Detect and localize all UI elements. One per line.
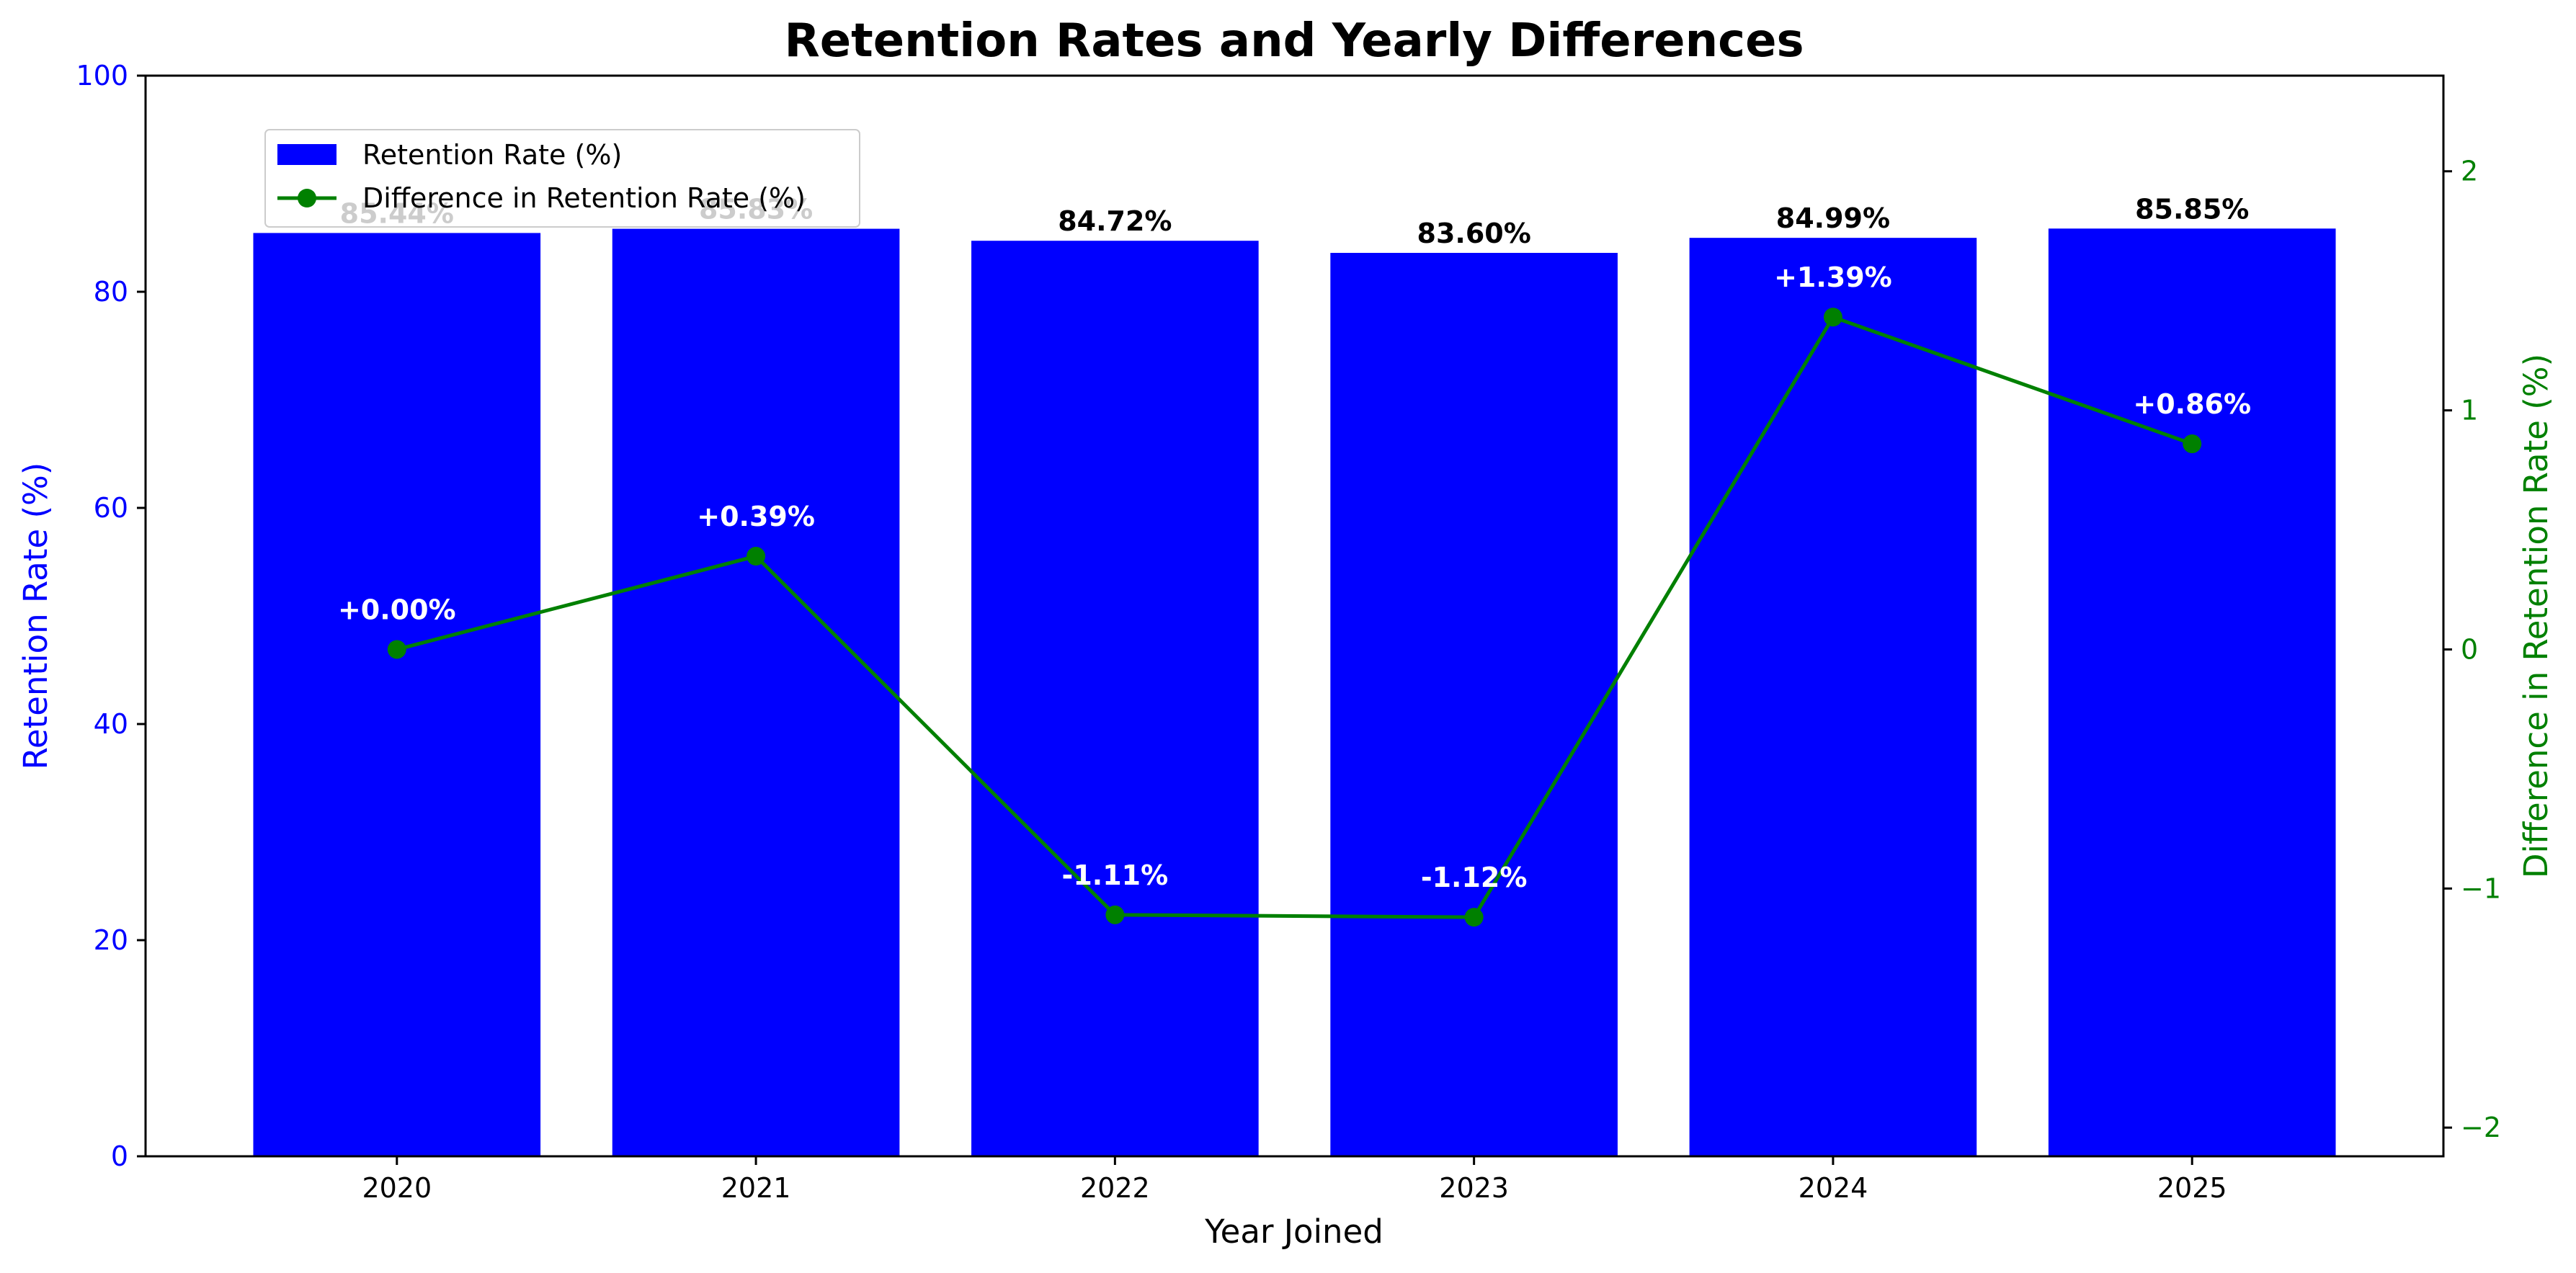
difference-value-label-2022: -1.11% <box>1062 859 1169 891</box>
legend-swatch-difference-marker <box>298 189 316 207</box>
x-tick-label-2021: 2021 <box>721 1172 791 1204</box>
difference-line <box>396 315 2193 919</box>
y-tick-label: 20 <box>94 924 128 956</box>
bar-2024 <box>1689 238 1977 1156</box>
line-layer <box>387 308 2202 927</box>
x-tick-label-2023: 2023 <box>1439 1172 1509 1204</box>
y-tick-label: 80 <box>94 276 128 308</box>
bar-2021 <box>612 228 900 1156</box>
y-tick-label: 60 <box>94 492 128 524</box>
y-tick-label: 100 <box>76 60 128 91</box>
difference-point-2025 <box>2183 434 2202 454</box>
difference-value-label-2023: -1.12% <box>1421 862 1528 893</box>
y2-axis-label: Difference in Retention Rate (%) <box>2517 354 2555 878</box>
bar-value-label-2023: 83.60% <box>1417 218 1531 249</box>
bar-value-label-2024: 84.99% <box>1776 202 1890 234</box>
y-axis-label: Retention Rate (%) <box>17 463 55 770</box>
legend: Retention Rate (%) Difference in Retenti… <box>264 129 860 228</box>
left-axis-ticks: 0 20 40 60 80 100 <box>76 60 146 1172</box>
legend-box <box>264 129 860 228</box>
right-axis-ticks: −2 −1 0 1 2 <box>2443 156 2501 1143</box>
bar-2025 <box>2048 228 2336 1156</box>
bar-value-label-2022: 84.72% <box>1058 205 1172 237</box>
difference-point-2023 <box>1464 908 1484 927</box>
difference-point-2020 <box>387 640 406 659</box>
y2-tick-label: 2 <box>2461 156 2478 187</box>
legend-swatch-retention <box>277 144 337 165</box>
y2-tick-label: 1 <box>2461 395 2478 426</box>
difference-value-label-2020: +0.00% <box>338 594 456 625</box>
y2-tick-label: −2 <box>2461 1112 2501 1143</box>
difference-value-label-2025: +0.86% <box>2133 388 2251 420</box>
x-axis-ticks: 2020 2021 2022 2023 2024 2025 <box>362 1156 2227 1204</box>
difference-value-label-2021: +0.39% <box>697 501 815 532</box>
x-tick-label-2024: 2024 <box>1799 1172 1868 1204</box>
legend-label-difference: Difference in Retention Rate (%) <box>362 182 806 214</box>
chart-title: Retention Rates and Yearly Differences <box>784 14 1804 68</box>
y-tick-label: 40 <box>94 708 128 740</box>
y2-tick-label: 0 <box>2461 633 2478 665</box>
difference-value-label-2024: +1.39% <box>1774 262 1892 293</box>
bar-2020 <box>253 233 541 1156</box>
x-tick-label-2022: 2022 <box>1080 1172 1150 1204</box>
legend-label-retention: Retention Rate (%) <box>362 139 622 171</box>
y-tick-label: 0 <box>111 1140 128 1172</box>
difference-point-2021 <box>746 547 766 566</box>
x-axis-label: Year Joined <box>1204 1212 1383 1251</box>
difference-point-2022 <box>1105 905 1125 924</box>
bar-2022 <box>971 241 1259 1157</box>
bar-value-label-2025: 85.85% <box>2135 193 2249 225</box>
y2-tick-label: −1 <box>2461 872 2501 904</box>
plot-frame <box>144 74 2445 1158</box>
x-tick-label-2025: 2025 <box>2157 1172 2227 1204</box>
difference-point-2024 <box>1823 308 1842 327</box>
x-tick-label-2020: 2020 <box>362 1172 432 1204</box>
bars-layer <box>253 228 2336 1157</box>
bar-2023 <box>1330 253 1618 1156</box>
